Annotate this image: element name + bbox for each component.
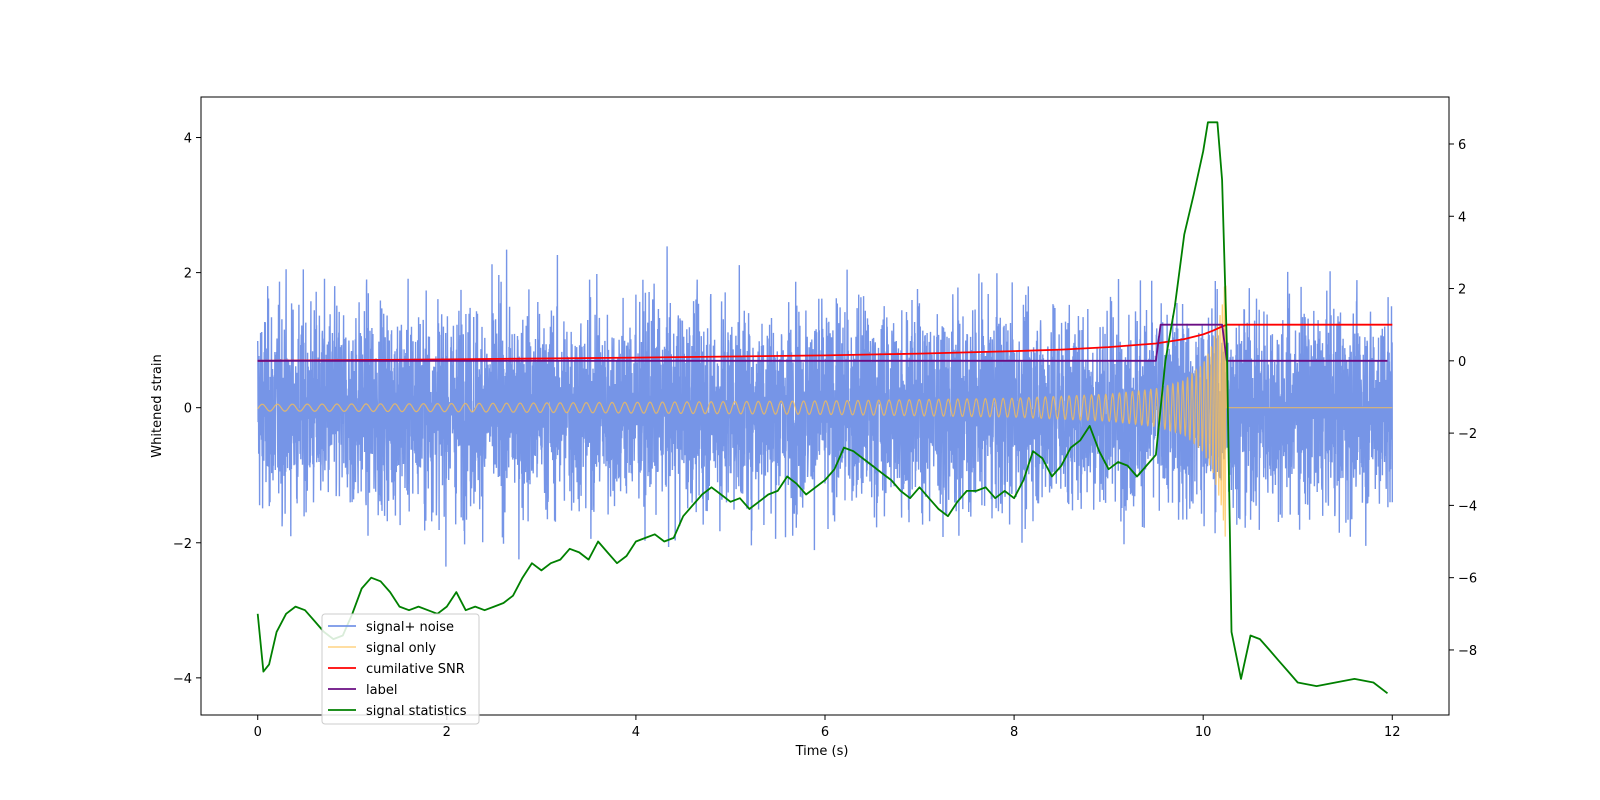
y2-tick-label: −2: [1458, 427, 1477, 442]
y-tick-label: −2: [173, 537, 192, 552]
series-layer: [256, 121, 1394, 695]
legend-label: signal statistics: [366, 704, 467, 719]
y2-tick-label: 4: [1458, 210, 1466, 225]
series-signal-only: [257, 285, 1393, 537]
legend-label: cumilative SNR: [366, 662, 465, 677]
y2-tick-label: 6: [1458, 138, 1466, 153]
x-tick-label: 8: [1010, 725, 1018, 740]
y2-tick-label: −4: [1458, 499, 1477, 514]
legend-label: signal only: [366, 641, 436, 656]
legend-label: signal+ noise: [366, 620, 454, 635]
x-tick-label: 10: [1195, 725, 1212, 740]
legend-box: [321, 613, 480, 725]
series-label: [257, 323, 1388, 362]
y-tick-label: 2: [184, 267, 192, 282]
series-signal-plus-noise: [257, 246, 1394, 567]
x-tick-label: 4: [632, 725, 640, 740]
y-axis-label: Whitened strain: [150, 354, 165, 457]
legend: signal+ noise signal only cumilative SNR la…: [321, 613, 480, 725]
y-tick-label: 0: [184, 402, 192, 417]
y-axis-left: −4 −2 0 2 4: [173, 132, 201, 687]
y2-tick-label: 2: [1458, 283, 1466, 298]
series-signal-statistics: [256, 121, 1389, 695]
legend-label: label: [366, 683, 397, 698]
x-tick-label: 0: [254, 725, 262, 740]
y-tick-label: 4: [184, 132, 192, 147]
x-tick-label: 6: [821, 725, 829, 740]
y-axis-right: −8 −6 −4 −2 0 2 4 6: [1449, 138, 1477, 659]
y-tick-label: −4: [173, 672, 192, 687]
x-tick-label: 2: [443, 725, 451, 740]
y2-tick-label: 0: [1458, 355, 1466, 370]
x-tick-label: 12: [1384, 725, 1401, 740]
y2-tick-label: −6: [1458, 572, 1477, 587]
x-axis-label: Time (s): [795, 744, 849, 759]
series-cumilative-snr: [257, 323, 1393, 362]
y2-tick-label: −8: [1458, 644, 1477, 659]
